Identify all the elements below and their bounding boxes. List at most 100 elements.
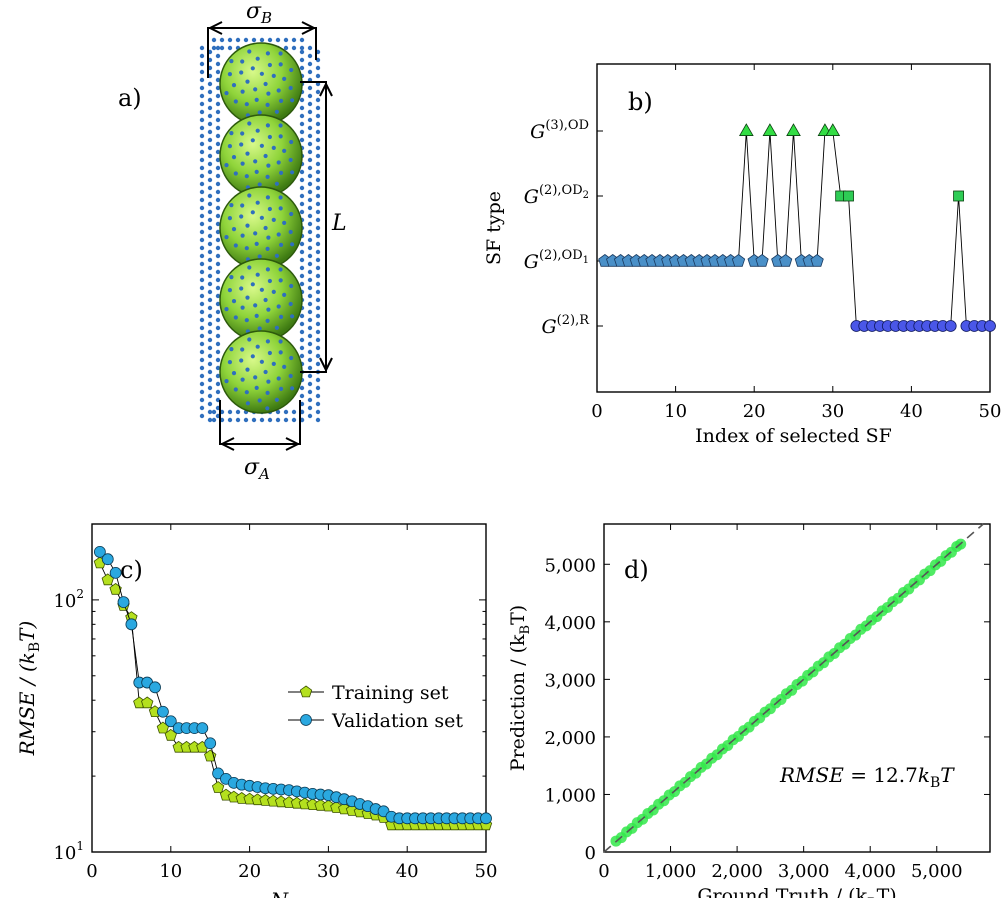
y-tick-label: G(2),OD2 xyxy=(524,183,589,208)
point-g3 xyxy=(762,123,778,136)
solvent-dot xyxy=(315,337,321,343)
solvent-dot xyxy=(299,65,305,71)
legend-label-training: Training set xyxy=(332,682,449,704)
solvent-dot xyxy=(251,37,257,43)
solvent-dot xyxy=(199,413,205,419)
solvent-dot xyxy=(315,153,321,159)
surface-dot xyxy=(282,76,287,81)
solvent-dot xyxy=(299,185,305,191)
x-tick-label: 2,000 xyxy=(711,861,763,882)
solvent-dot xyxy=(307,405,313,411)
surface-dot xyxy=(288,229,293,235)
surface-dot xyxy=(254,97,259,102)
solvent-dot xyxy=(299,337,305,343)
point-od1 xyxy=(779,254,793,267)
solvent-dot xyxy=(199,389,205,395)
validation-point xyxy=(204,737,217,750)
y-tick-label: 102 xyxy=(53,587,84,612)
solvent-dot xyxy=(307,253,313,259)
solvent-dot xyxy=(207,193,213,199)
solvent-dot xyxy=(199,373,205,379)
solvent-dot xyxy=(199,269,205,275)
solvent-dot xyxy=(199,141,205,147)
solvent-dot xyxy=(207,201,213,207)
surface-dot xyxy=(250,282,255,287)
solvent-dot xyxy=(235,417,241,423)
surface-dot xyxy=(290,314,295,319)
solvent-dot xyxy=(307,325,313,331)
surface-dot xyxy=(290,98,295,103)
surface-dot xyxy=(276,160,281,165)
solvent-dot xyxy=(215,109,221,115)
solvent-dot xyxy=(215,173,221,179)
solvent-dot xyxy=(215,349,221,355)
solvent-dot xyxy=(207,97,213,103)
solvent-dot xyxy=(207,409,213,415)
solvent-dot xyxy=(315,273,321,279)
solvent-dot xyxy=(215,269,221,275)
solvent-dot xyxy=(299,329,305,335)
surface-dot xyxy=(224,91,229,96)
surface-dot xyxy=(227,360,232,365)
solvent-dot xyxy=(315,313,321,319)
surface-dot xyxy=(247,49,252,54)
solvent-dot xyxy=(299,353,305,359)
surface-dot xyxy=(265,174,270,179)
x-tick-label: 40 xyxy=(900,401,923,422)
surface-dot xyxy=(227,288,232,293)
solvent-dot xyxy=(307,349,313,355)
length-bracket xyxy=(300,81,327,373)
solvent-dot xyxy=(307,189,313,195)
surface-dot xyxy=(231,227,237,232)
surface-dot xyxy=(278,350,283,355)
surface-dot xyxy=(274,397,279,402)
solvent-dot xyxy=(207,345,213,351)
solvent-dot xyxy=(315,281,321,287)
solvent-dot xyxy=(315,89,321,95)
solvent-dot xyxy=(307,333,313,339)
solvent-dot xyxy=(199,237,205,243)
solvent-dot xyxy=(307,197,313,203)
solvent-dot xyxy=(207,377,213,383)
solvent-dot xyxy=(207,161,213,167)
solvent-dot xyxy=(207,289,213,295)
validation-point xyxy=(101,553,114,566)
solvent-dot xyxy=(315,393,321,399)
solvent-dot xyxy=(299,393,305,399)
solvent-dot xyxy=(207,185,213,191)
surface-dot xyxy=(271,217,276,222)
solvent-dot xyxy=(199,165,205,171)
solvent-dot xyxy=(207,281,213,287)
x-tick-label: 10 xyxy=(159,861,182,882)
solvent-dot xyxy=(199,149,205,155)
surface-dot xyxy=(289,67,294,73)
solvent-dot xyxy=(215,157,221,163)
point-od2 xyxy=(843,190,854,202)
surface-dot xyxy=(254,241,259,246)
surface-dot xyxy=(259,359,264,364)
surface-dot xyxy=(227,144,232,149)
solvent-dot xyxy=(207,137,213,143)
surface-dot xyxy=(233,99,238,104)
solvent-dot xyxy=(291,45,297,51)
solvent-dot xyxy=(299,121,305,127)
surface-dot xyxy=(233,315,238,320)
training-point xyxy=(141,696,154,709)
validation-point xyxy=(164,715,177,728)
y-tick-label: G(3),OD xyxy=(530,118,589,143)
surface-dot xyxy=(224,235,229,240)
x-tick-label: 50 xyxy=(475,861,498,882)
solvent-dot xyxy=(307,165,313,171)
surface-dot xyxy=(229,347,234,352)
solvent-dot xyxy=(307,101,313,107)
solvent-dot xyxy=(299,273,305,279)
solvent-dot xyxy=(307,117,313,123)
surface-dot xyxy=(289,283,294,289)
surface-dot xyxy=(253,231,258,236)
solvent-dot xyxy=(207,393,213,399)
surface-dot xyxy=(276,304,281,309)
solvent-dots xyxy=(199,37,321,423)
y-tick-label: 4,000 xyxy=(544,613,596,634)
solvent-dot xyxy=(207,369,213,375)
surface-dot xyxy=(279,314,284,319)
